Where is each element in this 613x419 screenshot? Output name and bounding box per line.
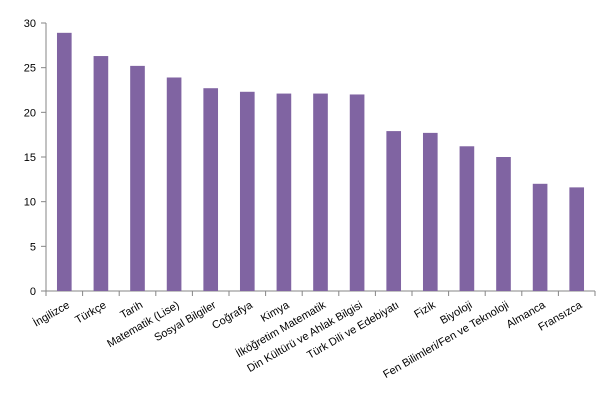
y-tick-label: 30 [24,18,36,30]
bar [93,56,109,292]
x-tick-label: İngilizce [31,298,72,329]
bar [569,187,585,291]
bar [203,88,219,291]
bar [349,94,365,291]
x-tick-label: Coğrafya [210,299,255,332]
y-tick-label: 25 [24,63,36,75]
y-tick-label: 0 [30,286,36,298]
y-tick-label: 10 [24,197,36,209]
bars [56,32,585,292]
bar [459,146,475,291]
bar [386,131,402,291]
x-tick-label: Türkçe [73,299,108,326]
bar [166,77,182,291]
y-tick-labels: 0 5 10 15 20 25 30 [24,18,36,298]
bar [496,157,511,291]
y-tick-label: 5 [30,241,36,253]
bar [130,65,145,291]
bar [313,93,328,291]
bar [532,183,548,291]
bar [422,132,438,291]
bar [56,32,72,292]
y-tick-label: 15 [24,152,36,164]
bar [276,93,292,291]
bar [239,91,255,291]
x-tick-label: Fizik [412,299,438,321]
y-tick-label: 20 [24,107,36,119]
